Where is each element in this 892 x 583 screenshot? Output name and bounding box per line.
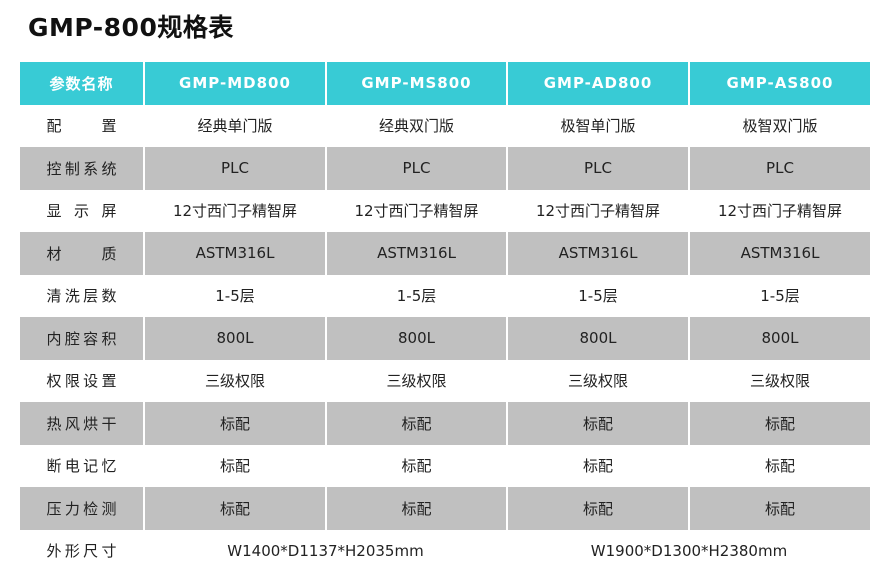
table-cell: 标配	[325, 402, 508, 445]
row-label-cell: 内腔容积	[18, 317, 145, 360]
table-cell: 12寸西门子精智屏	[325, 189, 508, 232]
table-cell: ASTM316L	[506, 232, 690, 275]
dimensions-ad-as: W1900*D1300*H2380mm	[506, 529, 872, 572]
table-cell: 标配	[506, 444, 690, 487]
header-cell: GMP-MD800	[143, 62, 327, 105]
table-row: 材 质 ASTM316L ASTM316L ASTM316L ASTM316L	[18, 232, 872, 275]
table-cell: 1-5层	[506, 274, 690, 317]
table-cell: 800L	[506, 317, 690, 360]
table-cell: ASTM316L	[325, 232, 508, 275]
row-label-cell: 断电记忆	[18, 444, 145, 487]
dimensions-md-ms: W1400*D1137*H2035mm	[143, 529, 508, 572]
row-label-cell: 热风烘干	[18, 402, 145, 445]
header-cell: 参数名称	[18, 62, 145, 105]
page-title: GMP-800规格表	[28, 13, 234, 42]
table-cell: 800L	[325, 317, 508, 360]
row-label: 压力检测	[46, 499, 117, 518]
spec-table: 参数名称 GMP-MD800 GMP-MS800 GMP-AD800 GMP-AS800…	[18, 62, 872, 572]
table-cell: 12寸西门子精智屏	[506, 189, 690, 232]
table-row: 热风烘干 标配 标配 标配 标配	[18, 402, 872, 445]
row-label-cell: 显 示 屏	[18, 189, 145, 232]
table-cell: 标配	[688, 487, 872, 530]
row-label-cell: 压力检测	[18, 487, 145, 530]
table-cell: 800L	[143, 317, 327, 360]
table-cell: 1-5层	[688, 274, 872, 317]
row-label: 清洗层数	[46, 287, 117, 306]
header-row: 参数名称 GMP-MD800 GMP-MS800 GMP-AD800 GMP-AS800	[18, 62, 872, 105]
table-cell: 三级权限	[506, 359, 690, 402]
table-cell: 标配	[143, 444, 327, 487]
table-cell: 800L	[688, 317, 872, 360]
header-cell: GMP-AD800	[506, 62, 690, 105]
row-label-cell: 控制系统	[18, 147, 145, 190]
table-cell: 标配	[325, 487, 508, 530]
table-cell: 极智单门版	[506, 104, 690, 147]
row-label-cell: 配 置	[18, 104, 145, 147]
table-cell: 12寸西门子精智屏	[688, 189, 872, 232]
table-cell: 1-5层	[325, 274, 508, 317]
table-cell: ASTM316L	[688, 232, 872, 275]
row-label: 权限设置	[46, 372, 117, 391]
row-label: 内腔容积	[46, 329, 117, 348]
table-cell: 三级权限	[325, 359, 508, 402]
header-cell: GMP-AS800	[688, 62, 872, 105]
row-label: 外形尺寸	[46, 542, 117, 561]
row-label: 显 示 屏	[46, 202, 117, 221]
table-cell: 标配	[688, 444, 872, 487]
table-row: 配 置 经典单门版 经典双门版 极智单门版 极智双门版	[18, 104, 872, 147]
table-cell: 标配	[143, 402, 327, 445]
table-cell: 经典双门版	[325, 104, 508, 147]
row-label: 配 置	[46, 117, 117, 136]
row-label-cell: 材 质	[18, 232, 145, 275]
table-cell: 标配	[143, 487, 327, 530]
table-row: 清洗层数 1-5层 1-5层 1-5层 1-5层	[18, 274, 872, 317]
table-row: 显 示 屏 12寸西门子精智屏 12寸西门子精智屏 12寸西门子精智屏 12寸西门子精智…	[18, 189, 872, 232]
table-cell: 三级权限	[688, 359, 872, 402]
table-cell: 1-5层	[143, 274, 327, 317]
table-cell: PLC	[143, 147, 327, 190]
row-label: 断电记忆	[46, 457, 117, 476]
table-row-dimensions: 外形尺寸 W1400*D1137*H2035mm W1900*D1300*H2380…	[18, 529, 872, 572]
row-label-cell: 权限设置	[18, 359, 145, 402]
table-cell: PLC	[325, 147, 508, 190]
row-label: 材 质	[46, 244, 117, 263]
table-cell: PLC	[688, 147, 872, 190]
table-cell: 标配	[325, 444, 508, 487]
table-cell: 三级权限	[143, 359, 327, 402]
table-cell: 标配	[688, 402, 872, 445]
table-row: 断电记忆 标配 标配 标配 标配	[18, 444, 872, 487]
table-row: 压力检测 标配 标配 标配 标配	[18, 487, 872, 530]
row-label: 控制系统	[46, 159, 117, 178]
table-cell: PLC	[506, 147, 690, 190]
row-label-cell: 外形尺寸	[18, 529, 145, 572]
table-cell: ASTM316L	[143, 232, 327, 275]
table-cell: 标配	[506, 402, 690, 445]
row-label-cell: 清洗层数	[18, 274, 145, 317]
table-row: 内腔容积 800L 800L 800L 800L	[18, 317, 872, 360]
row-label: 热风烘干	[46, 414, 117, 433]
table-row: 权限设置 三级权限 三级权限 三级权限 三级权限	[18, 359, 872, 402]
header-cell: GMP-MS800	[325, 62, 508, 105]
table-row: 控制系统 PLC PLC PLC PLC	[18, 147, 872, 190]
table-cell: 极智双门版	[688, 104, 872, 147]
table-cell: 12寸西门子精智屏	[143, 189, 327, 232]
table-cell: 标配	[506, 487, 690, 530]
table-cell: 经典单门版	[143, 104, 327, 147]
